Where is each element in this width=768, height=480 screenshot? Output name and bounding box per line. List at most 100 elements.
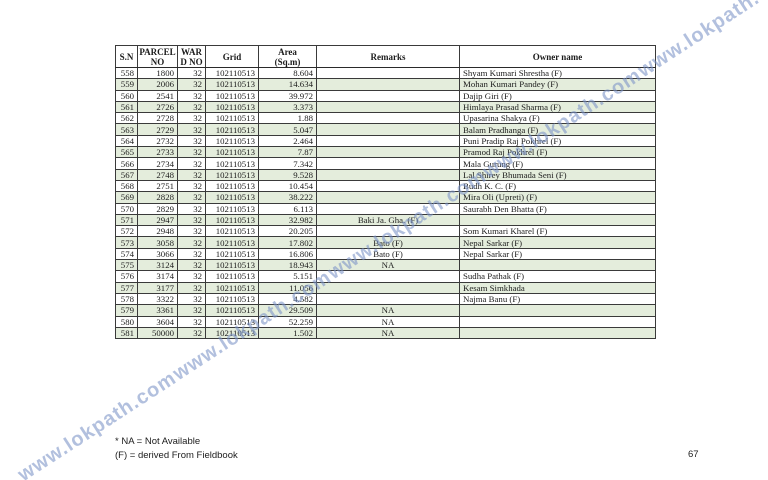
cell-parcel-no: 2729 (137, 123, 178, 136)
cell-ward-no: 32 (177, 123, 206, 136)
cell-sn: 578 (115, 292, 138, 306)
table-row: 559 2006 32 102110513 14.634 Mohan Kumar… (115, 78, 656, 91)
cell-sn: 572 (115, 225, 138, 238)
cell-parcel-no: 2751 (137, 179, 178, 193)
cell-remarks (316, 66, 460, 80)
table-row: 564 2732 32 102110513 2.464 Puni Pradip … (115, 134, 656, 148)
table-row: 570 2829 32 102110513 6.113 Saurabh Den … (115, 202, 656, 215)
cell-ward-no: 32 (177, 225, 206, 238)
cell-parcel-no: 3177 (137, 281, 178, 294)
table-row: 573 3058 32 102110513 17.802 Bato (F) Ne… (115, 236, 656, 249)
cell-owner: Nepal Sarkar (F) (459, 247, 656, 261)
col-header-ward: WAR D NO (177, 45, 206, 68)
cell-grid: 102110513 (205, 157, 259, 170)
parcel-table: S.N PARCEL NO WAR D NO Grid Area (Sq.m) … (115, 45, 656, 340)
cell-owner (459, 326, 656, 340)
cell-sn: 581 (115, 326, 138, 340)
cell-parcel-no: 2947 (137, 213, 178, 227)
table-row: 568 2751 32 102110513 10.454 Budh K. C. … (115, 179, 656, 193)
cell-area: 52.259 (258, 315, 317, 328)
table-header: S.N PARCEL NO WAR D NO Grid Area (Sq.m) … (115, 45, 656, 68)
table-row: 567 2748 32 102110513 9.528 Lal Shirey B… (115, 168, 656, 181)
cell-parcel-no: 3174 (137, 270, 178, 283)
cell-grid: 102110513 (205, 89, 259, 102)
cell-area: 9.528 (258, 168, 317, 181)
cell-owner: Budh K. C. (F) (459, 179, 656, 193)
cell-grid: 102110513 (205, 134, 259, 148)
table-row: 562 2728 32 102110513 1.88 Upasarina Sha… (115, 112, 656, 125)
cell-ward-no: 32 (177, 281, 206, 294)
cell-owner (459, 315, 656, 328)
cell-parcel-no: 3322 (137, 292, 178, 306)
cell-parcel-no: 3058 (137, 236, 178, 249)
cell-grid: 102110513 (205, 326, 259, 340)
cell-parcel-no: 2733 (137, 146, 178, 159)
cell-sn: 570 (115, 202, 138, 215)
cell-owner: Mira Oli (Upreti) (F) (459, 191, 656, 204)
cell-remarks: NA (316, 259, 460, 272)
table-row: 572 2948 32 102110513 20.205 Som Kumari … (115, 225, 656, 238)
cell-grid: 102110513 (205, 236, 259, 249)
cell-parcel-no: 2734 (137, 157, 178, 170)
cell-grid: 102110513 (205, 225, 259, 238)
cell-owner: Mala Gurung (F) (459, 157, 656, 170)
header-row: S.N PARCEL NO WAR D NO Grid Area (Sq.m) … (115, 45, 656, 68)
cell-sn: 560 (115, 89, 138, 102)
footnote-na: * NA = Not Available (115, 436, 201, 447)
cell-remarks (316, 179, 460, 193)
cell-sn: 576 (115, 270, 138, 283)
cell-ward-no: 32 (177, 157, 206, 170)
cell-grid: 102110513 (205, 100, 259, 114)
cell-area: 4.582 (258, 292, 317, 306)
col-header-owner: Owner name (459, 45, 656, 68)
cell-owner: Mohan Kumari Pandey (F) (459, 78, 656, 91)
cell-remarks (316, 225, 460, 238)
cell-area: 8.604 (258, 66, 317, 80)
cell-sn: 562 (115, 112, 138, 125)
cell-owner: Balam Pradhanga (F) (459, 123, 656, 136)
cell-owner (459, 259, 656, 272)
cell-owner: Upasarina Shakya (F) (459, 112, 656, 125)
cell-grid: 102110513 (205, 281, 259, 294)
cell-grid: 102110513 (205, 179, 259, 193)
cell-parcel-no: 1800 (137, 66, 178, 80)
table-body: 558 1800 32 102110513 8.604 Shyam Kumari… (115, 66, 656, 340)
table-row: 581 50000 32 102110513 1.502 NA (115, 326, 656, 340)
cell-remarks (316, 292, 460, 306)
cell-ward-no: 32 (177, 179, 206, 193)
cell-remarks (316, 146, 460, 159)
cell-ward-no: 32 (177, 259, 206, 272)
cell-area: 7.342 (258, 157, 317, 170)
cell-ward-no: 32 (177, 292, 206, 306)
footnote-fieldbook: (F) = derived From Fieldbook (115, 450, 238, 461)
cell-remarks (316, 89, 460, 102)
cell-sn: 561 (115, 100, 138, 114)
cell-area: 11.056 (258, 281, 317, 294)
cell-ward-no: 32 (177, 213, 206, 227)
cell-sn: 563 (115, 123, 138, 136)
cell-owner (459, 213, 656, 227)
cell-parcel-no: 2748 (137, 168, 178, 181)
cell-remarks (316, 270, 460, 283)
cell-remarks: NA (316, 326, 460, 340)
cell-area: 39.972 (258, 89, 317, 102)
table-row: 576 3174 32 102110513 5.151 Sudha Pathak… (115, 270, 656, 283)
cell-area: 17.802 (258, 236, 317, 249)
table-row: 565 2733 32 102110513 7.87 Pramod Raj Po… (115, 146, 656, 159)
table-row: 571 2947 32 102110513 32.982 Baki Ja. Gh… (115, 213, 656, 227)
cell-sn: 567 (115, 168, 138, 181)
cell-remarks (316, 168, 460, 181)
cell-sn: 580 (115, 315, 138, 328)
cell-owner: Saurabh Den Bhatta (F) (459, 202, 656, 215)
cell-parcel-no: 2828 (137, 191, 178, 204)
cell-parcel-no: 2829 (137, 202, 178, 215)
cell-area: 20.205 (258, 225, 317, 238)
cell-parcel-no: 2541 (137, 89, 178, 102)
cell-grid: 102110513 (205, 112, 259, 125)
cell-area: 2.464 (258, 134, 317, 148)
table-row: 566 2734 32 102110513 7.342 Mala Gurung … (115, 157, 656, 170)
col-header-grid: Grid (205, 45, 259, 68)
cell-remarks: NA (316, 304, 460, 317)
table-row: 560 2541 32 102110513 39.972 Dajip Giri … (115, 89, 656, 102)
cell-remarks (316, 78, 460, 91)
